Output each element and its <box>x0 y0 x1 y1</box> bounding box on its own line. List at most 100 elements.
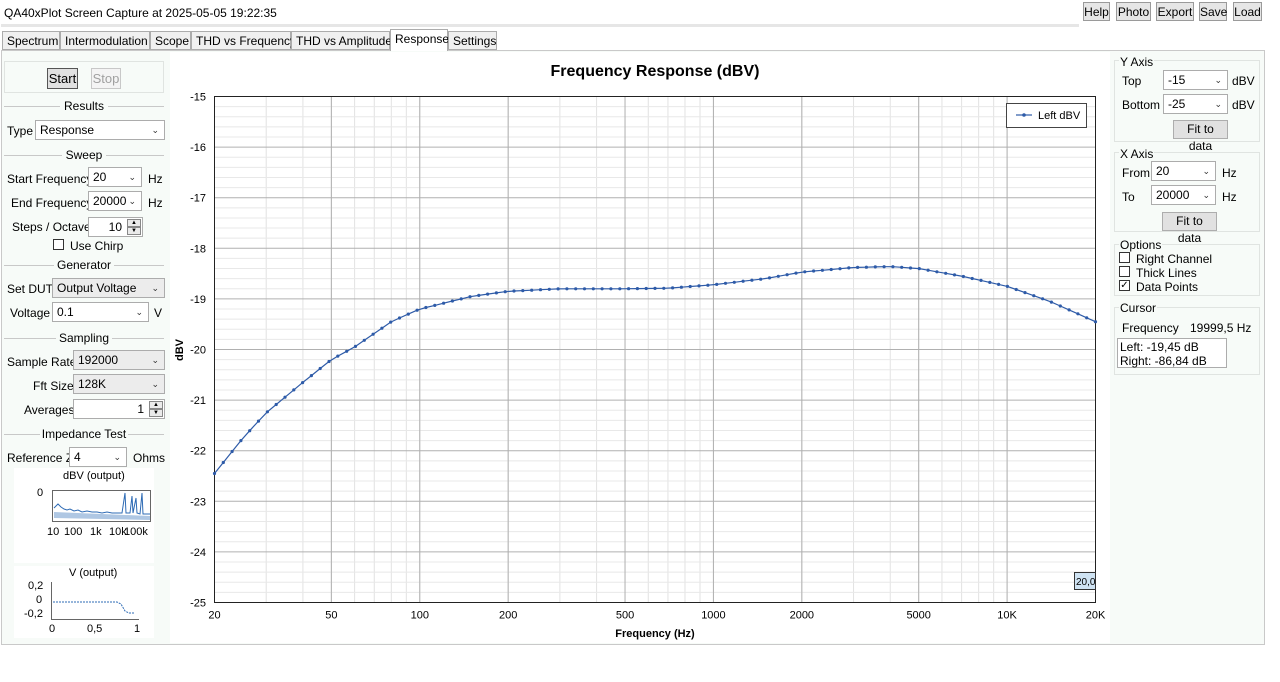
legend-marker <box>1022 113 1026 117</box>
mini-plot-v-axes <box>51 582 139 620</box>
data-point <box>477 293 481 297</box>
data-point <box>389 320 393 324</box>
sample-rate-label: Sample Rate <box>7 355 77 369</box>
averages-value: 1 <box>137 402 144 416</box>
x-fit-to-data-button[interactable]: Fit to data <box>1162 212 1217 245</box>
y-fit-to-data-button[interactable]: Fit to data <box>1173 120 1228 153</box>
data-point <box>433 303 437 307</box>
cursor-right-value: Right: -86,84 dB <box>1120 354 1207 368</box>
cursor-readout-label: 20,0 <box>1076 577 1096 588</box>
spin-down-icon[interactable]: ▼ <box>149 409 163 417</box>
end-frequency-select[interactable]: 20000 ⌄ <box>88 191 142 211</box>
data-point <box>406 312 410 316</box>
data-point <box>785 273 789 277</box>
tab-intermodulation[interactable]: Intermodulation <box>60 31 150 50</box>
voltage-select[interactable]: 0.1 ⌄ <box>52 302 149 322</box>
set-dut-select[interactable]: Output Voltage ⌄ <box>52 278 165 298</box>
y-tick-label: -20 <box>190 345 206 357</box>
export-button[interactable]: Export <box>1156 2 1194 21</box>
tab-settings[interactable]: Settings <box>448 31 497 50</box>
averages-input[interactable]: 1 ▲ ▼ <box>73 399 165 419</box>
cursor-values-box: Left: -19,45 dB Right: -86,84 dB <box>1117 338 1227 368</box>
y-top-select[interactable]: -15 ⌄ <box>1163 70 1228 90</box>
cursor-readout: 20,0 <box>1074 572 1096 590</box>
data-point <box>318 366 322 371</box>
chevron-down-icon: ⌄ <box>151 125 159 135</box>
use-chirp-label: Use Chirp <box>70 239 124 253</box>
tab-thd-vs-frequency[interactable]: THD vs Frequency <box>191 31 296 50</box>
data-point <box>309 374 313 378</box>
data-point <box>635 287 639 291</box>
data-point <box>1032 294 1036 298</box>
start-frequency-select[interactable]: 20 ⌄ <box>88 167 142 187</box>
data-point <box>741 279 745 283</box>
chevron-down-icon: ⌄ <box>128 196 136 206</box>
data-point <box>776 274 780 278</box>
thick-lines-checkbox[interactable] <box>1119 266 1130 277</box>
save-button[interactable]: Save <box>1199 2 1227 21</box>
data-point <box>917 267 921 271</box>
data-point <box>274 402 278 407</box>
type-select-value: Response <box>40 123 95 137</box>
data-point <box>838 267 842 271</box>
cursor-frequency-label: Frequency <box>1122 321 1179 335</box>
frequency-response-chart[interactable]: Frequency Response (dBV) -15 -16 -17 -18 -19… <box>170 52 1110 643</box>
data-point <box>380 326 384 330</box>
reference-z-unit: Ohms <box>133 451 166 465</box>
fft-size-select[interactable]: 128K ⌄ <box>73 374 165 394</box>
x-from-select[interactable]: 20 ⌄ <box>1151 161 1216 181</box>
y-top-label: Top <box>1122 74 1142 88</box>
data-point <box>767 276 772 280</box>
mini-plot-dbv-xtick: 100k <box>124 526 148 538</box>
reference-z-label: Reference Z <box>7 451 74 465</box>
run-controls-group <box>4 61 164 93</box>
y-tick-labels: -15 -16 -17 -18 -19 -20 -21 -22 -23 -24 -25 <box>190 92 206 610</box>
data-point <box>565 287 569 291</box>
x-tick-label: 20 <box>208 610 220 622</box>
tab-thd-vs-amplitude[interactable]: THD vs Amplitude <box>291 31 392 50</box>
averages-label: Averages <box>24 403 75 417</box>
data-point <box>952 273 957 277</box>
tab-response[interactable]: Response <box>390 29 449 51</box>
data-point <box>856 265 860 269</box>
data-point <box>371 332 375 336</box>
sample-rate-value: 192000 <box>78 353 119 367</box>
y-bottom-select[interactable]: -25 ⌄ <box>1163 94 1228 114</box>
data-point <box>212 471 217 476</box>
chevron-down-icon: ⌄ <box>1202 166 1210 176</box>
data-point <box>697 284 701 288</box>
steps-per-octave-input[interactable]: 10 ▲ ▼ <box>88 217 143 237</box>
right-channel-checkbox[interactable] <box>1119 252 1130 263</box>
sweep-title: Sweep <box>62 148 106 162</box>
type-select[interactable]: Response ⌄ <box>35 120 165 140</box>
reference-z-select[interactable]: 4 ⌄ <box>69 447 127 467</box>
photo-button[interactable]: Photo <box>1116 2 1151 21</box>
tab-scope[interactable]: Scope <box>150 31 191 50</box>
tab-spectrum[interactable]: Spectrum <box>2 31 60 50</box>
x-tick-label: 1000 <box>701 610 725 622</box>
use-chirp-checkbox[interactable] <box>53 239 64 250</box>
cursor-group <box>1114 307 1260 375</box>
series-group <box>212 265 1098 476</box>
chevron-down-icon: ⌄ <box>128 172 136 182</box>
mini-plot-dbv-floor <box>54 512 150 520</box>
load-button[interactable]: Load <box>1233 2 1262 21</box>
data-point <box>1067 308 1071 312</box>
data-point <box>582 287 587 291</box>
x-to-select[interactable]: 20000 ⌄ <box>1151 185 1216 205</box>
start-frequency-value: 20 <box>93 170 107 184</box>
spin-up-icon[interactable]: ▲ <box>149 401 163 409</box>
spin-down-icon[interactable]: ▼ <box>127 227 141 235</box>
help-button[interactable]: Help <box>1083 2 1110 21</box>
data-point <box>688 284 692 289</box>
spin-up-icon[interactable]: ▲ <box>127 219 141 227</box>
data-point <box>265 410 269 414</box>
sample-rate-select[interactable]: 192000 ⌄ <box>73 350 165 370</box>
set-dut-label: Set DUT <box>7 282 54 296</box>
stop-button[interactable]: Stop <box>91 68 121 89</box>
data-points-checkbox[interactable]: ✓ <box>1119 280 1130 291</box>
start-button[interactable]: Start <box>47 68 78 89</box>
x-from-unit: Hz <box>1222 166 1237 180</box>
y-tick-label: -21 <box>190 395 206 407</box>
x-from-value: 20 <box>1156 164 1170 178</box>
